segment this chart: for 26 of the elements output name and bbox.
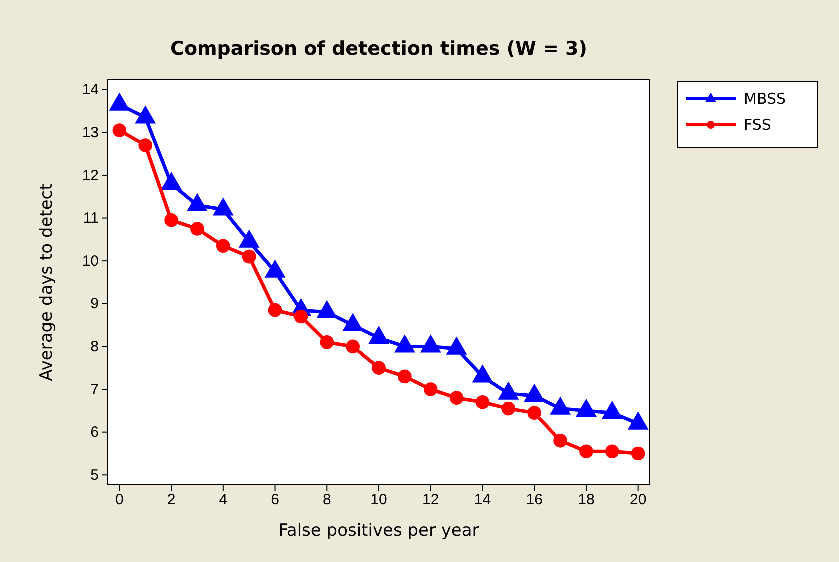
x-tick-label: 4 [219,492,228,509]
y-tick-label: 6 [90,424,99,442]
y-tick-label: 12 [82,167,99,184]
y-tick-label: 9 [90,296,99,313]
x-tick-label: 12 [422,492,440,509]
x-tick-label: 2 [167,492,176,509]
y-tick-label: 10 [82,252,99,270]
y-tick-label: 11 [83,210,99,228]
legend-label: FSS [744,116,772,134]
chart-title: Comparison of detection times (W = 3) [170,38,588,60]
x-tick-label: 8 [322,492,332,509]
legend-label: MBSS [744,90,786,108]
x-tick-label: 6 [271,492,280,509]
y-axis-title: Average days to detect [37,183,57,382]
x-tick-label: 20 [630,492,647,509]
x-tick-label: 0 [116,492,124,509]
y-tick-label: 8 [90,338,99,356]
x-tick-label: 10 [370,492,388,509]
x-tick-label: 18 [578,492,595,509]
x-tick-label: 14 [474,492,492,509]
y-tick-label: 14 [82,82,99,99]
y-tick-label: 7 [90,381,99,398]
y-tick-label: 5 [90,466,99,484]
x-axis-title: False positives per year [278,521,480,541]
y-tick-label: 13 [82,124,99,142]
x-tick-label: 16 [526,492,543,509]
